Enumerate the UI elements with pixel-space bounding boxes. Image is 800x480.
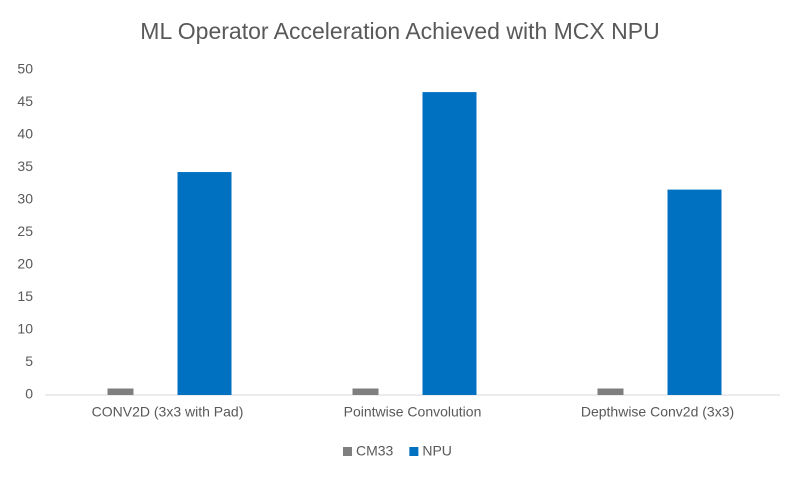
y-tick-label: 5 — [25, 353, 33, 369]
y-tick-label: 30 — [17, 191, 33, 207]
x-tick-label: Depthwise Conv2d (3x3) — [581, 404, 734, 420]
y-tick-label: 45 — [17, 93, 33, 109]
y-tick-label: 40 — [17, 126, 33, 142]
legend-label: NPU — [422, 443, 452, 459]
y-tick-label: 25 — [17, 223, 33, 239]
bar — [667, 189, 722, 395]
bar — [597, 388, 624, 395]
bar — [422, 92, 477, 395]
legend-swatch — [409, 447, 419, 456]
chart-title: ML Operator Acceleration Achieved with M… — [140, 18, 659, 44]
x-tick-label: Pointwise Convolution — [344, 404, 482, 420]
y-tick-label: 50 — [17, 61, 33, 77]
y-tick-label: 10 — [17, 321, 33, 337]
y-tick-label: 20 — [17, 256, 33, 272]
y-tick-label: 15 — [17, 288, 33, 304]
legend-swatch — [343, 447, 352, 456]
legend-label: CM33 — [356, 443, 394, 459]
bar — [352, 388, 379, 395]
bar — [177, 172, 232, 395]
y-tick-label: 35 — [17, 158, 33, 174]
y-tick-label: 0 — [25, 386, 33, 402]
bar — [107, 388, 134, 395]
x-tick-label: CONV2D (3x3 with Pad) — [92, 404, 244, 420]
